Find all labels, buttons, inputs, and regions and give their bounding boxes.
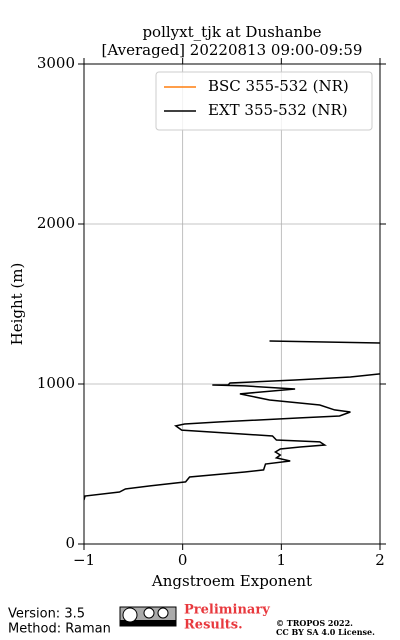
version: Version: 3.5 [8,607,85,622]
legend-label: EXT 355-532 (NR) [208,101,348,119]
y-tick-label: 3000 [37,54,75,72]
status: Preliminary [184,603,270,618]
data-line [84,340,380,501]
license-logo [119,606,177,627]
plot-frame [83,63,381,545]
copyright: © TROPOS 2022. [276,618,353,628]
chart-title: pollyxt_tjk at Dushanbe [142,23,321,41]
x-tick-label: 2 [375,551,385,569]
status: Results. [184,618,243,633]
x-axis-label: Angstroem Exponent [151,572,312,590]
y-tick-label: 1000 [37,374,75,392]
y-tick-label: 0 [65,534,75,552]
legend-box [155,71,373,131]
x-tick-label: 1 [277,551,287,569]
x-tick-label: 0 [178,551,188,569]
y-tick-label: 2000 [37,214,75,232]
x-tick-label: −1 [73,551,95,569]
copyright: CC BY SA 4.0 License. [276,627,375,637]
legend-label: BSC 355-532 (NR) [208,77,349,95]
chart-subtitle: [Averaged] 20220813 09:00-09:59 [102,41,363,59]
method: Method: Raman [8,622,111,637]
y-axis-label: Height (m) [8,263,26,346]
